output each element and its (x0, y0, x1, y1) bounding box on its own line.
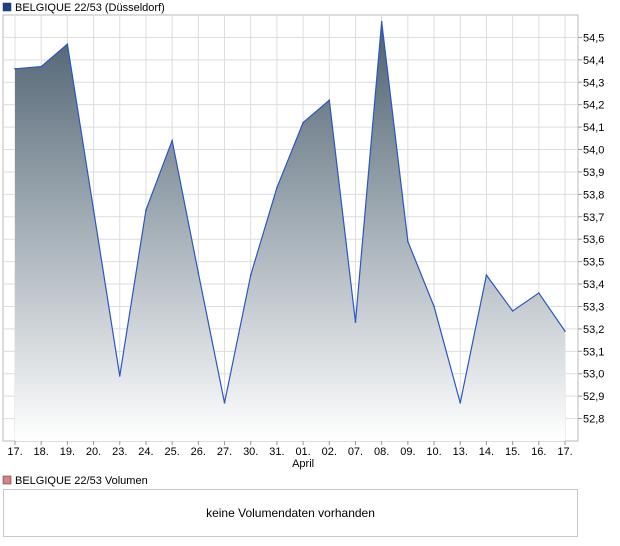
y-tick-label: 52,8 (583, 414, 604, 426)
series-area (15, 21, 565, 441)
x-tick-label: 08. (374, 446, 389, 458)
data-point (66, 43, 69, 45)
x-tick-label: 10. (426, 446, 441, 458)
x-group-label: April (292, 458, 314, 470)
data-point (249, 274, 252, 276)
data-point (511, 310, 514, 312)
x-tick-label: 17. (7, 446, 22, 458)
data-point (328, 99, 331, 101)
data-point (459, 402, 462, 404)
x-tick-label: 17. (557, 446, 572, 458)
legend-label-main: BELGIQUE 22/53 (Düsseldorf) (15, 2, 165, 14)
legend-label-volume: BELGIQUE 22/53 Volumen (15, 475, 148, 487)
y-tick-label: 53,9 (583, 167, 604, 179)
x-tick-label: 13. (453, 446, 468, 458)
y-tick-label: 53,3 (583, 301, 604, 313)
data-point (145, 209, 147, 211)
data-point (302, 121, 304, 124)
data-point (118, 375, 121, 377)
x-tick-label: 09. (400, 446, 415, 458)
y-tick-label: 54,1 (583, 122, 604, 134)
x-tick-label: 20. (86, 446, 101, 458)
y-tick-label: 52,9 (583, 391, 604, 403)
x-tick-label: 14. (479, 446, 494, 458)
y-tick-label: 53,0 (583, 369, 604, 381)
series-line (14, 21, 566, 404)
x-tick-label: 02. (322, 446, 337, 458)
x-tick-label: 16. (531, 446, 546, 458)
y-tick-label: 53,1 (583, 346, 604, 358)
y-axis: 54,5 54,4 54,3 54,2 54,1 54,0 53,9 53,8 53,7 53,6… (578, 32, 604, 426)
x-tick-label: 30. (243, 446, 258, 458)
data-point (92, 209, 95, 211)
y-tick-label: 53,8 (583, 189, 604, 201)
x-tick-label: 23. (112, 446, 127, 458)
legend-swatch-main (2, 2, 12, 12)
data-point (433, 305, 435, 308)
y-tick-label: 53,6 (583, 234, 604, 246)
x-tick-label: 31. (269, 446, 284, 458)
x-tick-label: 15. (505, 446, 520, 458)
y-tick-label: 54,5 (583, 32, 604, 44)
data-point (407, 240, 409, 243)
area-layer (14, 20, 566, 441)
data-point (171, 139, 173, 142)
volume-empty-message: keine Volumendaten vorhanden (206, 506, 375, 520)
x-axis: 17. 18. 19. 20. 23. 24. 25. 26. 27. 30. 31. 01. 02. 0… (7, 441, 573, 458)
data-point (14, 68, 16, 70)
y-tick-label: 53,7 (583, 212, 604, 224)
y-tick-label: 53,2 (583, 324, 604, 336)
x-tick-label: 26. (191, 446, 206, 458)
data-point (485, 274, 488, 276)
x-tick-label: 07. (348, 446, 363, 458)
y-tick-label: 54,3 (583, 77, 604, 89)
y-tick-label: 54,0 (583, 145, 604, 157)
data-point (538, 292, 540, 294)
x-tick-label: 27. (217, 446, 232, 458)
data-point (276, 186, 278, 189)
data-point (354, 321, 357, 323)
x-tick-label: 19. (60, 446, 75, 458)
y-tick-label: 53,5 (583, 257, 604, 269)
data-point (197, 272, 200, 274)
y-tick-label: 54,4 (583, 55, 604, 67)
x-tick-label: 18. (34, 446, 49, 458)
data-point (564, 330, 566, 332)
x-tick-label: 25. (164, 446, 179, 458)
y-tick-label: 54,2 (583, 100, 604, 112)
x-tick-label: 24. (138, 446, 153, 458)
data-point (223, 402, 226, 404)
y-tick-label: 53,4 (583, 279, 604, 291)
legend-swatch-volume (2, 475, 12, 485)
x-tick-label: 01. (295, 446, 310, 458)
data-point (40, 65, 42, 68)
volume-panel: keine Volumendaten vorhanden (3, 489, 578, 537)
data-point (380, 20, 383, 23)
